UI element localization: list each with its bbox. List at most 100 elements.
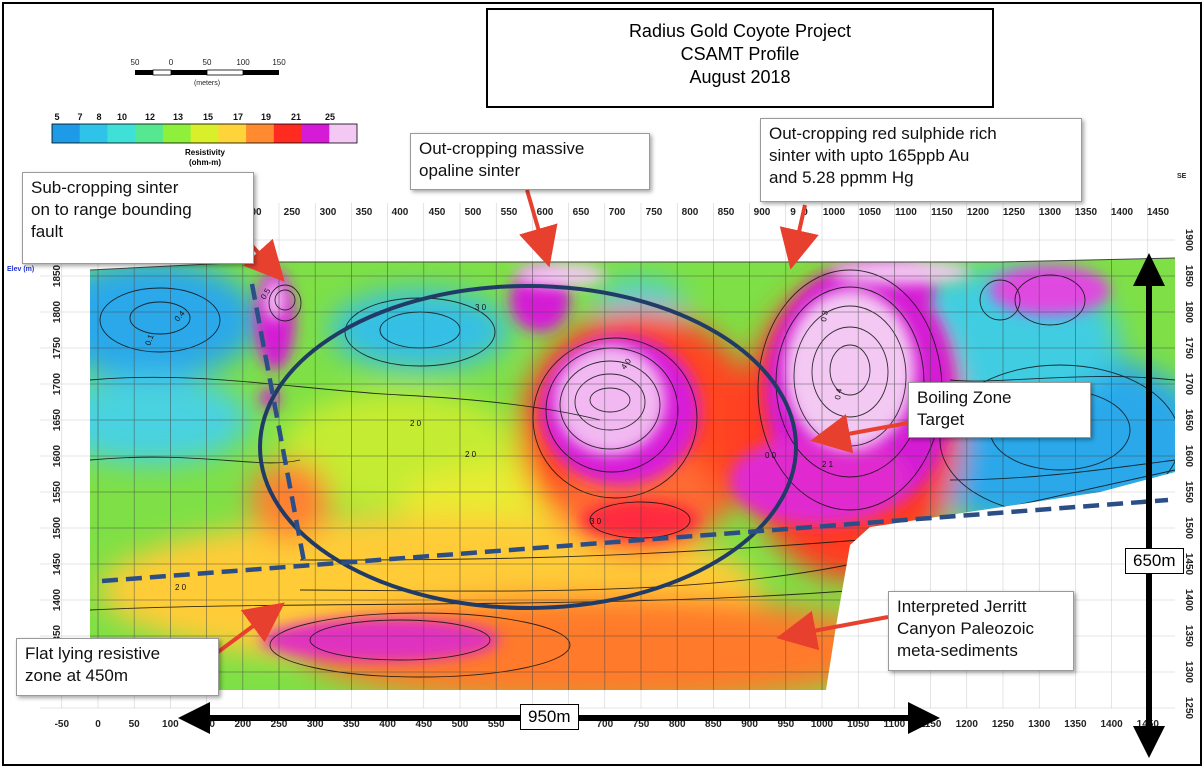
x-tick-label: 1100 [884,719,906,730]
right-y-tick-label: 1750 [1183,337,1194,360]
se-label: SE [1177,173,1187,180]
top-tick-label: 550 [501,207,518,218]
legend-swatch [218,124,247,143]
right-y-tick-label: 1700 [1183,373,1194,396]
x-tick-label: 1000 [811,719,834,730]
top-tick-label: 1200 [967,207,990,218]
legend-tick-label: 17 [233,112,243,122]
top-axis-tick-labels: 00 250 300 350 400 450 500 550 600 650 700 750 800 85… [250,207,1169,218]
callout-line: Boiling Zone [917,388,1012,407]
callout-line: Out-cropping red sulphide rich [769,124,997,143]
top-tick-label: 700 [609,207,626,218]
callout-line: Sub-cropping sinter [31,178,179,197]
contour-label: 0 3 [819,309,830,322]
callout-line: Out-cropping massive [419,139,585,158]
x-tick-label: 1200 [956,719,979,730]
callout-line: zone at 450m [25,666,129,685]
left-y-tick-label: 1600 [52,444,63,467]
x-tick-label: 700 [596,719,613,730]
legend-swatch [79,124,108,143]
top-tick-label: 650 [573,207,590,218]
right-y-tick-label: 1500 [1183,517,1194,540]
contour-label: 2 0 [410,419,422,428]
right-y-tick-label: 1900 [1183,229,1194,252]
callout-arrows [216,189,909,654]
left-y-tick-label: 1700 [52,372,63,395]
flat-resistive-zone-line [101,497,1169,584]
x-tick-label: 100 [162,719,179,730]
top-tick-label: 1000 [823,207,846,218]
x-tick-label: 400 [379,719,396,730]
arrow-jerritt [776,610,889,651]
top-tick-label: 600 [537,207,554,218]
x-tick-label: 850 [705,719,722,730]
top-tick-label: 00 [250,207,262,218]
top-tick-label: 450 [429,207,446,218]
x-tick-label: 450 [415,719,432,730]
legend-unit: (ohm-m) [189,158,221,167]
x-tick-label: 500 [452,719,469,730]
left-y-tick-label: 1650 [52,408,63,431]
top-tick-label: 1300 [1039,207,1062,218]
callout-flat-resistive-zone: Flat lying resistive zone at 450m [16,638,219,696]
arrow-boiling [810,414,909,454]
right-y-tick-label: 1850 [1183,265,1194,288]
contour-label: 0 0 [765,451,777,460]
right-y-tick-label: 1650 [1183,409,1194,432]
left-y-tick-label: 1850 [52,264,63,287]
legend-title: Resistivity [185,148,226,157]
dimension-label-vertical: 650m [1125,548,1184,574]
top-tick-label: 1450 [1147,207,1170,218]
legend-tick-label: 25 [325,112,335,122]
top-tick-label: 850 [718,207,735,218]
callout-sulphide-sinter: Out-cropping red sulphide rich sinter wi… [760,118,1082,202]
top-tick-label: 1400 [1111,207,1134,218]
contour-label: 3 0 [475,303,487,312]
right-y-tick-label: 1300 [1183,661,1194,684]
x-tick-label: 1250 [992,719,1015,730]
left-y-tick-label: 1400 [52,588,63,611]
left-y-tick-label: 1500 [52,516,63,539]
top-tick-label: 350 [356,207,373,218]
callout-line: Target [917,410,965,429]
legend-tick-label: 10 [117,112,127,122]
callout-line: Flat lying resistive [25,644,161,663]
arrow-opaline [519,189,558,268]
scale-tick: 100 [236,58,250,67]
legend-swatch [329,124,358,143]
callout-line: fault [31,222,64,241]
left-y-tick-label: 1350 [52,624,63,647]
x-tick-label: 250 [271,719,288,730]
x-tick-label: 1300 [1028,719,1051,730]
legend-tick-label: 7 [77,112,82,122]
callout-line: opaline sinter [419,161,521,180]
elev-label: Elev (m) [7,266,34,273]
legend-tick-label: 13 [173,112,183,122]
legend-swatch [190,124,219,143]
right-y-tick-label: 1350 [1183,625,1194,648]
scale-bar: 50 0 50 100 150 (meters) [131,58,287,87]
left-y-tick-label: 1750 [52,336,63,359]
title-box: Radius Gold Coyote Project CSAMT Profile… [486,8,994,108]
title-line-3: August 2018 [689,67,791,87]
left-y-tick-label: 1450 [52,552,63,575]
right-y-tick-label: 1450 [1183,553,1194,576]
x-tick-label: 750 [633,719,650,730]
top-tick-label: 1100 [895,207,917,218]
callout-opaline-sinter: Out-cropping massive opaline sinter [410,133,650,190]
right-y-tick-label: 1250 [1183,697,1194,720]
top-tick-label: 1150 [931,207,953,218]
legend-tick-label: 15 [203,112,213,122]
left-y-tick-label: 1800 [52,300,63,323]
left-y-tick-label: 1550 [52,480,63,503]
top-tick-label: 1350 [1075,207,1098,218]
x-tick-label: 1150 [920,719,942,730]
top-tick-label: 500 [465,207,482,218]
top-tick-label: 1250 [1003,207,1026,218]
x-tick-label: 1350 [1064,719,1087,730]
callout-boiling-zone: Boiling Zone Target [908,382,1091,438]
callout-line: Canyon Paleozoic [897,619,1035,638]
x-tick-label: 550 [488,719,505,730]
scale-tick: 50 [131,58,140,67]
contour-label: 2 1 [822,460,834,469]
